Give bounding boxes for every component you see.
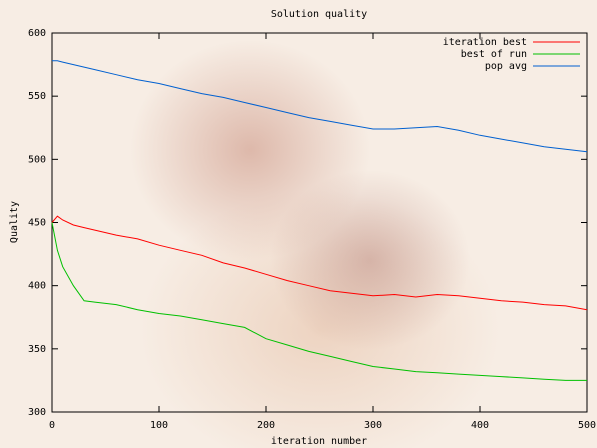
x-tick-label: 500: [578, 420, 596, 431]
series-line: [51, 215, 588, 311]
plot-frame: [51, 32, 588, 413]
y-tick-label: 450: [28, 218, 46, 229]
y-tick-label: 400: [28, 281, 46, 292]
y-tick-label: 600: [28, 28, 46, 39]
chart-title: Solution quality: [271, 9, 367, 20]
x-tick-label: 200: [257, 420, 275, 431]
x-tick-label: 0: [49, 420, 55, 431]
legend-label: pop avg: [485, 61, 527, 72]
y-tick-label: 550: [28, 91, 46, 102]
y-tick-label: 350: [28, 344, 46, 355]
legend-label: best of run: [461, 49, 527, 60]
series-line: [52, 60, 588, 153]
y-tick-label: 300: [28, 407, 46, 418]
y-axis-label: Quality: [9, 201, 20, 243]
x-tick-label: 100: [150, 420, 168, 431]
x-tick-label: 300: [364, 420, 382, 431]
series-line: [51, 222, 587, 381]
legend-label: iteration best: [443, 37, 527, 48]
y-tick-label: 500: [28, 154, 46, 165]
x-axis-label: iteration number: [271, 436, 367, 447]
x-tick-label: 400: [471, 420, 489, 431]
